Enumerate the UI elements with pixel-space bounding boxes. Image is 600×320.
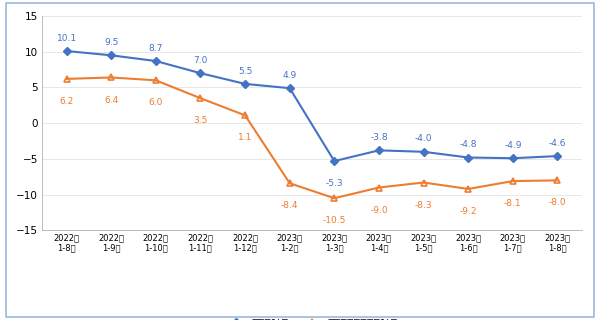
Text: -4.9: -4.9 [504,141,521,150]
工业（%） [554,154,561,158]
Text: -3.8: -3.8 [370,133,388,142]
Text: 4.9: 4.9 [283,71,297,80]
工业（%） [286,86,293,90]
Text: -4.8: -4.8 [460,140,477,149]
电子信息制造业（%） [331,196,338,200]
电子信息制造业（%） [554,179,561,182]
Text: 7.0: 7.0 [193,56,208,65]
Text: -9.0: -9.0 [370,205,388,215]
电子信息制造业（%） [464,187,472,191]
工业（%） [107,53,115,57]
工业（%） [331,159,338,163]
电子信息制造业（%） [197,96,204,100]
Text: 6.0: 6.0 [149,98,163,108]
工业（%） [464,156,472,159]
电子信息制造业（%） [241,113,248,117]
Text: -8.3: -8.3 [415,201,433,210]
Legend: 工业（%）, 电子信息制造业（%）: 工业（%）, 电子信息制造业（%） [221,313,403,320]
工业（%） [152,59,160,63]
Text: 1.1: 1.1 [238,133,252,142]
Text: -8.0: -8.0 [548,198,566,207]
工业（%） [63,49,70,53]
Text: -4.0: -4.0 [415,134,433,143]
Line: 工业（%）: 工业（%） [64,48,560,164]
Text: -8.1: -8.1 [504,199,521,208]
工业（%） [420,150,427,154]
电子信息制造业（%） [376,186,383,189]
工业（%） [241,82,248,86]
电子信息制造业（%） [152,78,160,82]
Text: -5.3: -5.3 [326,179,343,188]
Text: 5.5: 5.5 [238,67,252,76]
工业（%） [197,71,204,75]
Text: -10.5: -10.5 [323,216,346,225]
电子信息制造业（%） [286,181,293,185]
电子信息制造业（%） [63,77,70,81]
电子信息制造业（%） [107,76,115,79]
Text: 8.7: 8.7 [149,44,163,53]
Text: 9.5: 9.5 [104,38,118,47]
Text: 3.5: 3.5 [193,116,208,125]
Line: 电子信息制造业（%）: 电子信息制造业（%） [63,74,561,202]
电子信息制造业（%） [509,179,517,183]
Text: 10.1: 10.1 [56,34,77,43]
电子信息制造业（%） [420,180,427,184]
Text: 6.4: 6.4 [104,95,118,105]
工业（%） [509,156,517,160]
工业（%） [376,148,383,152]
Text: -9.2: -9.2 [460,207,477,216]
Text: -8.4: -8.4 [281,201,298,210]
Text: -4.6: -4.6 [549,139,566,148]
Text: 6.2: 6.2 [59,97,74,106]
